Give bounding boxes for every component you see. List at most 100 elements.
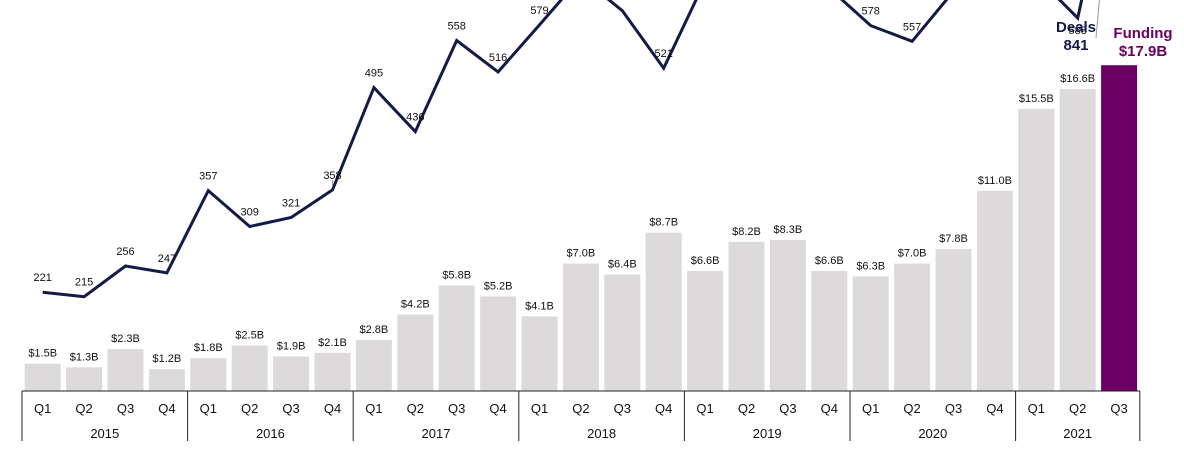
quarter-tick-label: Q1 (365, 401, 382, 416)
deals-point-label: 221 (34, 272, 52, 284)
funding-bar (273, 356, 310, 391)
deals-point-label: 321 (282, 198, 300, 210)
quarter-tick-label: Q4 (324, 401, 341, 416)
funding-bar-label: $8.7B (649, 217, 678, 229)
legend-deals-value: 841 (1063, 37, 1088, 54)
quarter-tick-label: Q3 (448, 401, 465, 416)
funding-bar-label: $15.5B (1019, 93, 1054, 105)
quarter-tick-label: Q3 (779, 401, 796, 416)
year-label: 2020 (918, 426, 947, 441)
quarter-tick-label: Q2 (572, 401, 589, 416)
funding-bar-label: $1.8B (194, 342, 223, 354)
quarter-tick-label: Q4 (158, 401, 175, 416)
deals-leader-line (1095, 0, 1100, 39)
funding-bar-label: $8.2B (732, 226, 761, 238)
quarter-tick-label: Q1 (34, 401, 51, 416)
funding-bar (728, 241, 765, 391)
funding-bar-label: $4.2B (401, 299, 430, 311)
deals-point-label: 558 (448, 21, 466, 33)
legend-funding-title: Funding (1113, 25, 1172, 42)
deals-point-label: 215 (75, 277, 93, 289)
quarter-tick-label: Q2 (738, 401, 755, 416)
deals-point-label: 358 (323, 170, 341, 182)
deals-point-label: 578 (862, 6, 880, 18)
funding-bar (935, 249, 972, 391)
funding-bar-label: $1.3B (70, 351, 99, 363)
funding-bar (1059, 88, 1096, 392)
quarter-tick-label: Q3 (282, 401, 299, 416)
year-label: 2021 (1063, 426, 1092, 441)
deals-line (42, 0, 1084, 299)
funding-bar-label: $4.1B (525, 300, 554, 312)
funding-bar-label: $1.9B (277, 340, 306, 352)
deals-labels: 2212152562473573093213584954365585165796… (34, 0, 1087, 289)
funding-bar-label: $2.8B (360, 324, 389, 336)
funding-bar-label: $8.3B (774, 224, 803, 236)
year-label: 2015 (90, 426, 119, 441)
funding-bar-label: $7.0B (898, 248, 927, 260)
deals-point-label: 521 (655, 48, 673, 60)
funding-bar (24, 363, 61, 391)
deals-point-label: 247 (158, 253, 176, 265)
funding-bar-label: $5.8B (442, 269, 471, 281)
funding-bar (231, 345, 268, 391)
deals-point-label: 309 (241, 207, 259, 219)
deals-point-label: 256 (116, 246, 134, 258)
deals-point-label: 588 (1069, 25, 1087, 37)
funding-bar-highlight (1101, 65, 1138, 391)
funding-bar-label: $6.3B (856, 260, 885, 272)
funding-bar (397, 314, 434, 391)
quarter-tick-label: Q1 (862, 401, 879, 416)
funding-bar (811, 270, 848, 391)
funding-bar-label: $6.6B (815, 255, 844, 267)
funding-bar-label: $7.0B (567, 248, 596, 260)
funding-bar (438, 285, 475, 391)
funding-bar (769, 239, 806, 391)
funding-bar-label: $2.3B (111, 333, 140, 345)
funding-bar (604, 274, 641, 391)
quarter-tick-label: Q4 (986, 401, 1003, 416)
funding-bar (687, 270, 724, 391)
year-label: 2018 (587, 426, 616, 441)
year-label: 2017 (422, 426, 451, 441)
funding-bar (148, 369, 185, 391)
funding-bar-labels: $1.5B $1.3B $2.3B $1.2B $1.8B $2.5B $1.9B $2.1B… (28, 73, 1095, 365)
funding-bar (314, 352, 351, 391)
quarter-tick-label: Q4 (489, 401, 506, 416)
funding-bar-label: $1.5B (28, 348, 57, 360)
funding-bar (976, 190, 1013, 391)
funding-bar-label: $11.0B (978, 175, 1012, 187)
funding-bar-label: $5.2B (484, 280, 513, 292)
legend: Deals 841 Funding $17.9B (1056, 19, 1173, 60)
funding-bar (355, 340, 392, 391)
deals-point-label: 495 (365, 68, 383, 80)
funding-bar-label: $7.8B (939, 233, 968, 245)
funding-bar (645, 232, 682, 391)
year-label: 2019 (753, 426, 782, 441)
deals-point-label: 516 (489, 52, 507, 64)
funding-bar (190, 358, 227, 391)
deals-point-label: 436 (406, 112, 424, 124)
funding-bar-label: $1.2B (153, 353, 182, 365)
quarter-tick-label: Q3 (1110, 401, 1127, 416)
quarter-tick-label: Q1 (200, 401, 217, 416)
quarter-tick-label: Q4 (821, 401, 838, 416)
quarter-tick-label: Q2 (75, 401, 92, 416)
quarter-tick-label: Q3 (945, 401, 962, 416)
funding-bar-label: $2.1B (318, 337, 347, 349)
x-axis: Q1 Q2 Q3 Q4 Q1 Q2 Q3 Q4 Q1 Q2 Q3 Q4 Q1 Q2 Q3 Q4 Q1 Q2 Q3 Q4… (21, 390, 1141, 441)
legend-deals-title: Deals (1056, 19, 1096, 36)
deals-point-label: 357 (199, 171, 217, 183)
quarter-tick-label: Q3 (614, 401, 631, 416)
legend-funding-value: $17.9B (1119, 43, 1168, 60)
funding-bar-label: $6.6B (691, 255, 720, 267)
deals-line-group (42, 0, 1100, 299)
deals-point-label: 598 (613, 0, 631, 3)
funding-bar-label: $2.5B (235, 330, 264, 342)
quarter-tick-label: Q2 (903, 401, 920, 416)
quarter-tick-label: Q2 (407, 401, 424, 416)
funding-bar (562, 263, 599, 391)
quarter-tick-label: Q2 (1069, 401, 1086, 416)
quarter-tick-label: Q1 (1028, 401, 1045, 416)
